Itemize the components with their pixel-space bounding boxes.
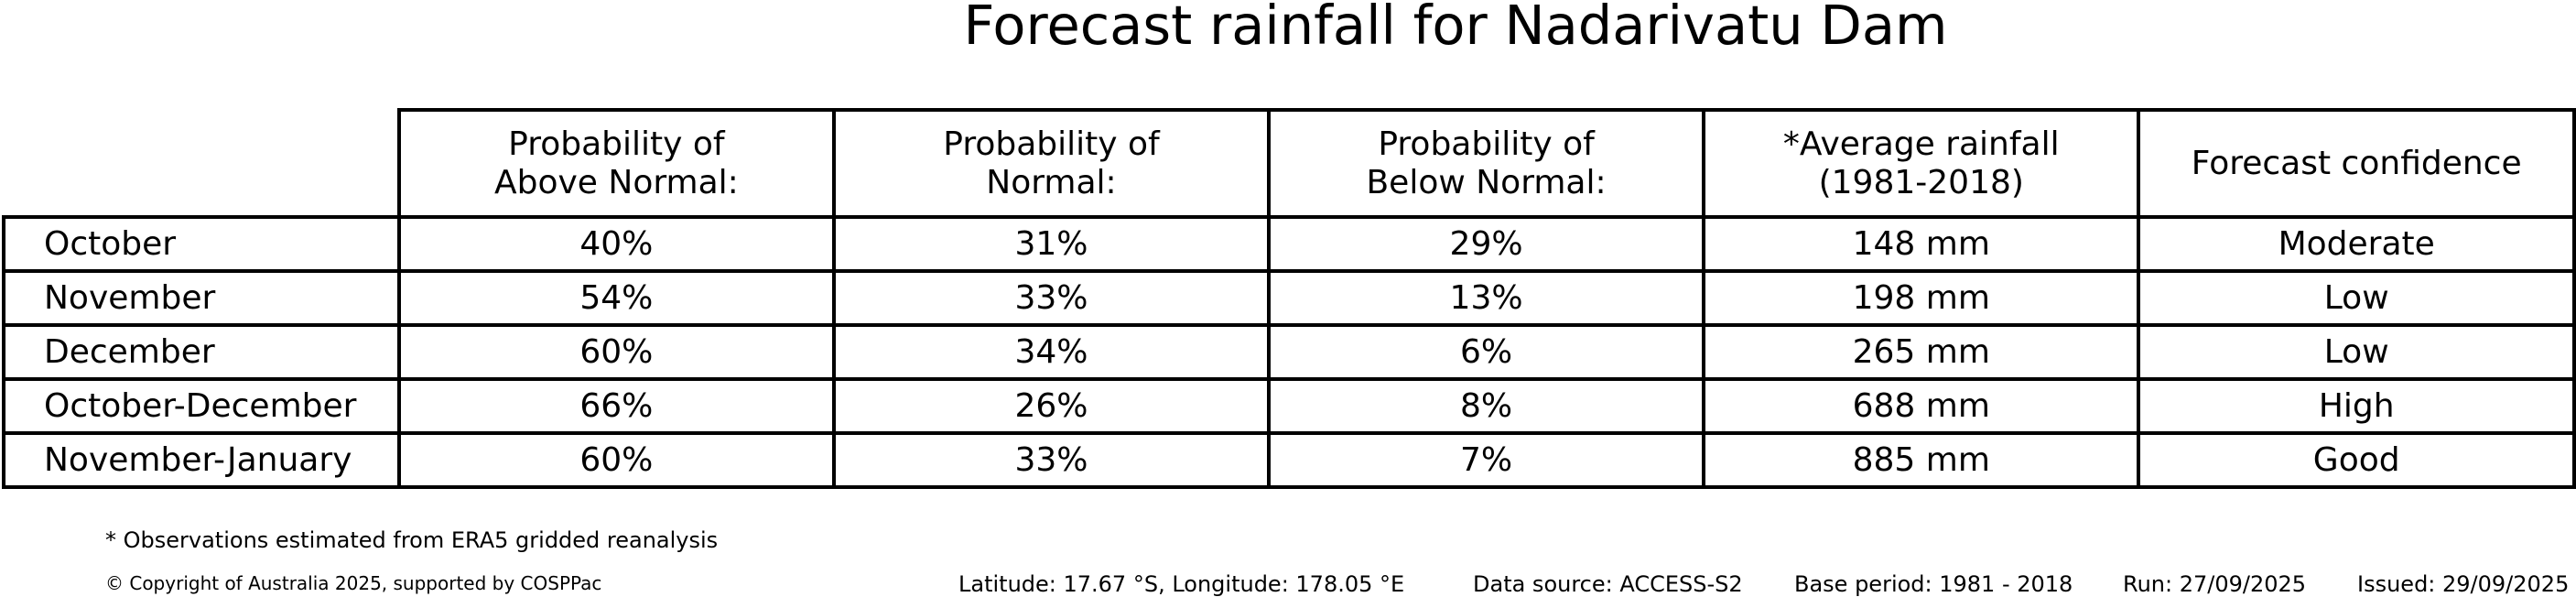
header-corner bbox=[4, 110, 401, 219]
table-row: October 40% 31% 29% 148 mm Moderate bbox=[2, 215, 2576, 273]
cell-normal: 26% bbox=[831, 377, 1272, 435]
data-source: Data source: ACCESS-S2 bbox=[1473, 571, 1743, 597]
cell-confidence: Good bbox=[2137, 431, 2576, 489]
forecast-table: Probability of Above Normal: Probability… bbox=[2, 108, 2576, 489]
cell-average-rainfall: 885 mm bbox=[1702, 431, 2141, 489]
cell-normal: 34% bbox=[831, 323, 1272, 381]
header-normal: Probability of Normal: bbox=[831, 108, 1272, 219]
cell-average-rainfall: 265 mm bbox=[1702, 323, 2141, 381]
header-forecast-confidence: Forecast confidence bbox=[2137, 108, 2576, 219]
cell-below-normal: 8% bbox=[1266, 377, 1706, 435]
header-confidence-line1: Forecast confidence bbox=[2191, 144, 2522, 182]
cell-average-rainfall: 198 mm bbox=[1702, 269, 2141, 327]
header-above-line2: Above Normal: bbox=[493, 163, 739, 201]
copyright-notice: © Copyright of Australia 2025, supported… bbox=[105, 572, 602, 594]
table-header-row: Probability of Above Normal: Probability… bbox=[4, 108, 2576, 219]
row-period: October-December bbox=[2, 377, 401, 435]
base-period: Base period: 1981 - 2018 bbox=[1794, 571, 2073, 597]
header-below-line1: Probability of bbox=[1378, 125, 1595, 163]
header-normal-line1: Probability of bbox=[943, 125, 1160, 163]
cell-above-normal: 54% bbox=[396, 269, 836, 327]
table-row: November-January 60% 33% 7% 885 mm Good bbox=[2, 431, 2576, 489]
cell-above-normal: 66% bbox=[396, 377, 836, 435]
cell-above-normal: 40% bbox=[396, 215, 836, 273]
cell-normal: 31% bbox=[831, 215, 1272, 273]
header-above-normal: Probability of Above Normal: bbox=[396, 108, 836, 219]
cell-normal: 33% bbox=[831, 431, 1272, 489]
cell-average-rainfall: 148 mm bbox=[1702, 215, 2141, 273]
cell-below-normal: 7% bbox=[1266, 431, 1706, 489]
row-period: December bbox=[2, 323, 401, 381]
row-period: November-January bbox=[2, 431, 401, 489]
cell-confidence: High bbox=[2137, 377, 2576, 435]
table-row: December 60% 34% 6% 265 mm Low bbox=[2, 323, 2576, 381]
cell-above-normal: 60% bbox=[396, 431, 836, 489]
header-average-line1: *Average rainfall bbox=[1782, 125, 2060, 163]
row-period: November bbox=[2, 269, 401, 327]
cell-confidence: Low bbox=[2137, 269, 2576, 327]
header-normal-line2: Normal: bbox=[986, 163, 1117, 201]
header-below-normal: Probability of Below Normal: bbox=[1266, 108, 1706, 219]
cell-confidence: Low bbox=[2137, 323, 2576, 381]
cell-below-normal: 13% bbox=[1266, 269, 1706, 327]
header-below-line2: Below Normal: bbox=[1366, 163, 1607, 201]
cell-confidence: Moderate bbox=[2137, 215, 2576, 273]
header-average-rainfall: *Average rainfall (1981-2018) bbox=[1702, 108, 2141, 219]
table-row: November 54% 33% 13% 198 mm Low bbox=[2, 269, 2576, 327]
footnote: * Observations estimated from ERA5 gridd… bbox=[105, 527, 719, 553]
cell-above-normal: 60% bbox=[396, 323, 836, 381]
run-date: Run: 27/09/2025 bbox=[2123, 571, 2307, 597]
header-above-line1: Probability of bbox=[508, 125, 725, 163]
issued-date: Issued: 29/09/2025 bbox=[2357, 571, 2570, 597]
location-coordinates: Latitude: 17.67 °S, Longitude: 178.05 °E bbox=[958, 571, 1405, 597]
cell-below-normal: 6% bbox=[1266, 323, 1706, 381]
cell-normal: 33% bbox=[831, 269, 1272, 327]
cell-below-normal: 29% bbox=[1266, 215, 1706, 273]
table-row: October-December 66% 26% 8% 688 mm High bbox=[2, 377, 2576, 435]
row-period: October bbox=[2, 215, 401, 273]
header-average-line2: (1981-2018) bbox=[1818, 163, 2024, 201]
cell-average-rainfall: 688 mm bbox=[1702, 377, 2141, 435]
chart-title: Forecast rainfall for Nadarivatu Dam bbox=[963, 0, 1948, 57]
